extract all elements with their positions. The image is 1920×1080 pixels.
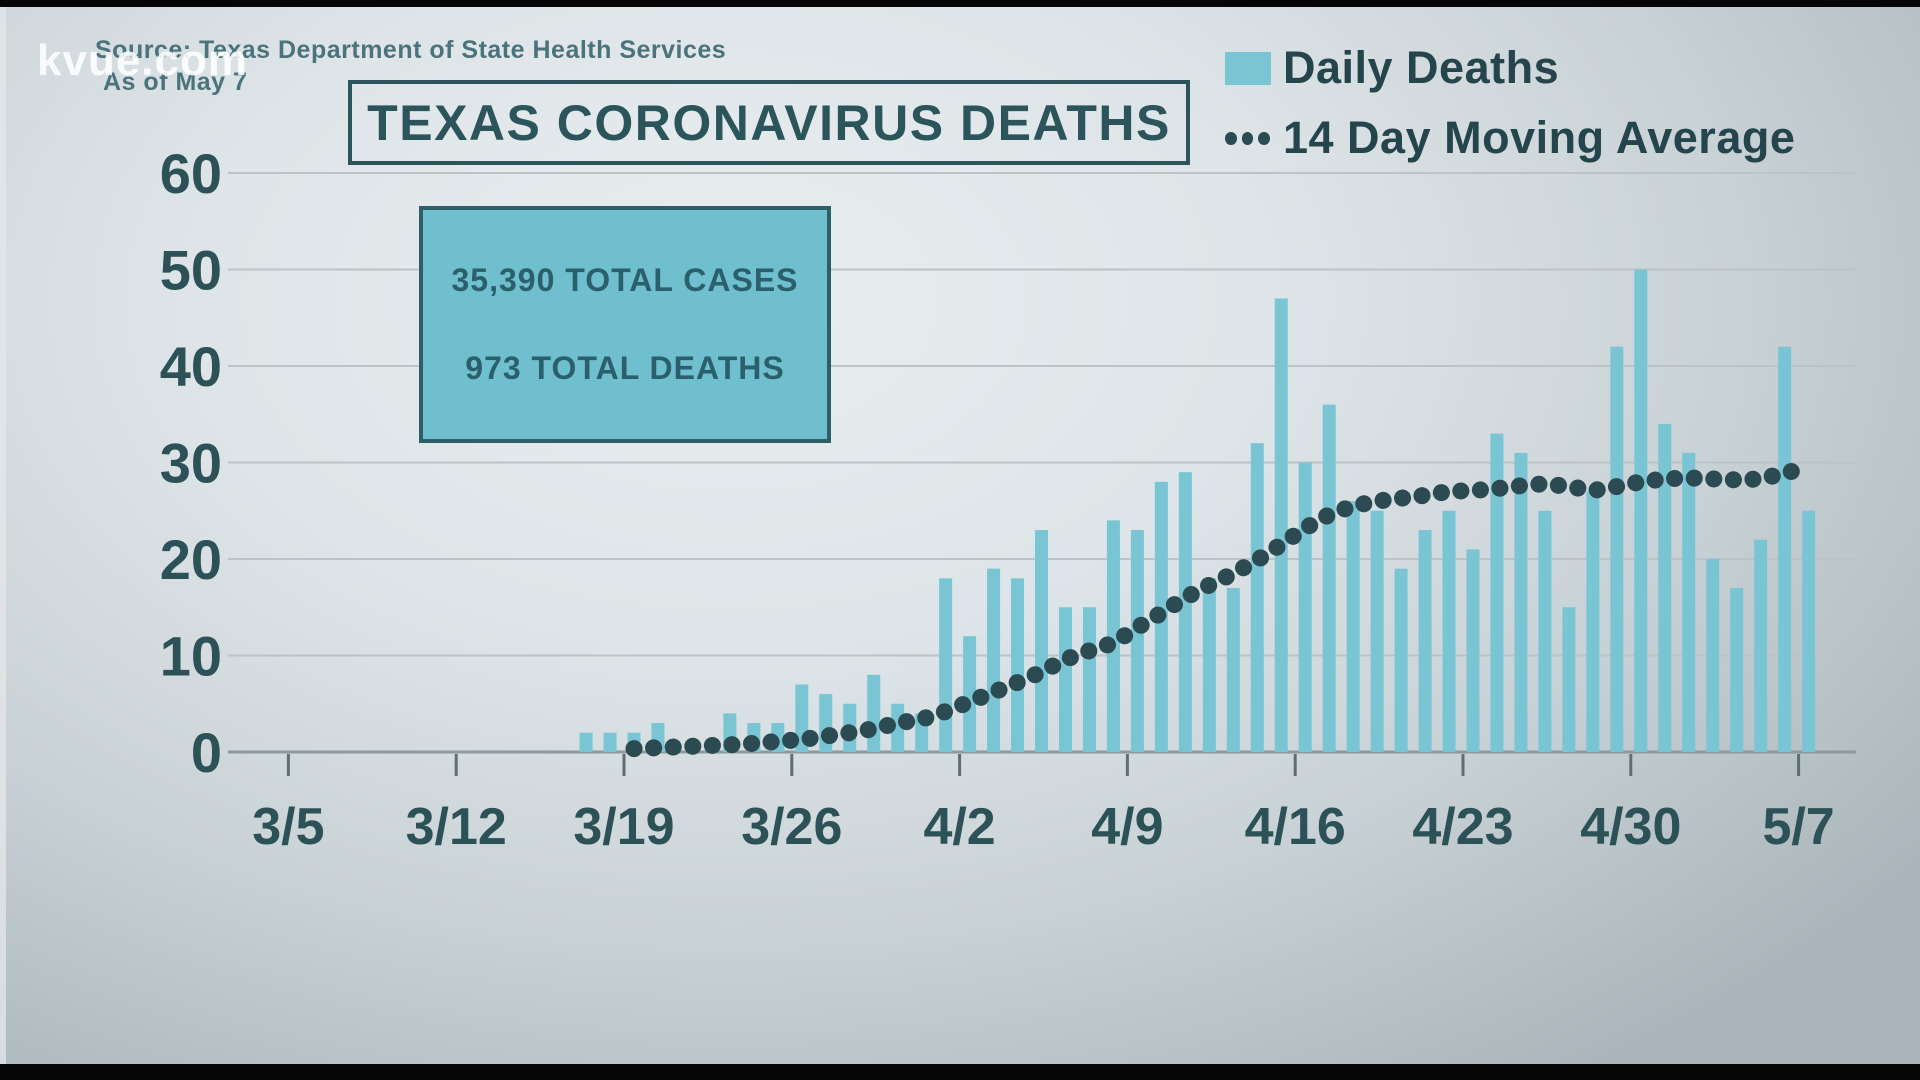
daily-deaths-bar [1202,578,1216,752]
legend-dot-icon [1258,131,1271,145]
daily-deaths-bar [1802,510,1816,752]
kvue-watermark: kvue.com [37,36,248,85]
daily-deaths-swatch-icon [1225,51,1271,85]
legend-row-daily-deaths: Daily Deaths [1225,42,1795,93]
legend-daily-deaths-label: Daily Deaths [1283,42,1560,93]
daily-deaths-bar [1178,472,1192,752]
left-edge-strip [0,0,6,1080]
daily-deaths-bar [1466,549,1480,752]
daily-deaths-bar [1011,578,1025,752]
daily-deaths-bar [1418,530,1432,752]
daily-deaths-bar [603,732,617,752]
daily-deaths-bar [1514,452,1528,752]
dotted-line-icon [1225,131,1275,145]
daily-deaths-bar [579,732,593,752]
daily-deaths-bar [1658,423,1672,752]
x-tick-label: 4/9 [1091,798,1163,856]
daily-deaths-bar [1250,443,1264,752]
chart-title: TEXAS CORONAVIRUS DEATHS [367,94,1171,151]
x-tick-label: 3/26 [741,798,842,856]
legend-row-moving-average: 14 Day Moving Average [1225,112,1796,163]
daily-deaths-bar [963,636,977,752]
daily-deaths-bar [1442,510,1456,752]
legend-dot-icon [1225,131,1237,145]
y-tick-label: 60 [160,142,222,205]
y-tick-label: 40 [160,335,222,398]
x-tick-label: 4/2 [923,798,995,856]
daily-deaths-bar [867,674,881,752]
daily-deaths-bar [1082,607,1096,752]
daily-deaths-bar [1322,404,1336,752]
daily-deaths-bar [1730,587,1744,752]
x-tick-label: 4/23 [1412,798,1513,856]
daily-deaths-bar [1682,452,1696,752]
daily-deaths-bar [1562,607,1576,752]
daily-deaths-bar [1226,587,1240,752]
x-tick-label: 3/12 [406,798,507,856]
x-tick-label: 4/16 [1245,798,1346,856]
daily-deaths-bar [1274,298,1288,752]
source-attribution: Source: Texas Department of State Health… [95,36,727,64]
y-tick-label: 30 [160,432,222,495]
daily-deaths-bar [1370,510,1384,752]
as-of-date: As of May 7 [103,68,248,96]
daily-deaths-bar [1586,491,1600,752]
y-tick-label: 0 [191,721,222,784]
totals-callout-box: 35,390 TOTAL CASES 973 TOTAL DEATHS [419,206,831,443]
daily-deaths-bar [1490,433,1504,752]
x-tick-label: 5/7 [1762,798,1834,856]
daily-deaths-bar [987,568,1001,752]
daily-deaths-bar [1106,520,1120,752]
daily-deaths-bar [1346,501,1360,752]
legend: Daily Deaths 14 Day Moving Average [1225,42,1796,184]
chart-title-box: TEXAS CORONAVIRUS DEATHS [348,80,1190,165]
daily-deaths-bar [1035,530,1049,752]
x-tick-label: 4/30 [1580,798,1681,856]
daily-deaths-bar [1610,346,1624,752]
daily-deaths-bar [1706,559,1720,752]
daily-deaths-bar [1778,346,1792,752]
daily-deaths-bar [1130,530,1144,752]
daily-deaths-bar [1538,510,1552,752]
total-deaths-stat: 973 TOTAL DEATHS [465,350,785,387]
total-cases-stat: 35,390 TOTAL CASES [451,261,799,298]
daily-deaths-bar [1754,539,1768,752]
y-tick-label: 20 [160,528,222,591]
daily-deaths-bar [1394,568,1408,752]
daily-deaths-bar [939,578,953,752]
legend-moving-average-label: 14 Day Moving Average [1283,112,1796,163]
daily-deaths-bar [1058,607,1072,752]
y-tick-label: 10 [160,625,222,688]
x-tick-label: 3/5 [252,798,324,856]
letterbox-bottom [0,1064,1920,1080]
letterbox-top [0,0,1920,7]
legend-dot-icon [1241,131,1254,145]
daily-deaths-bar [1634,269,1648,752]
x-tick-label: 3/19 [573,798,674,856]
daily-deaths-bar [1298,462,1312,752]
y-tick-label: 50 [160,239,222,302]
moving-average-dotted-line [625,458,1818,758]
